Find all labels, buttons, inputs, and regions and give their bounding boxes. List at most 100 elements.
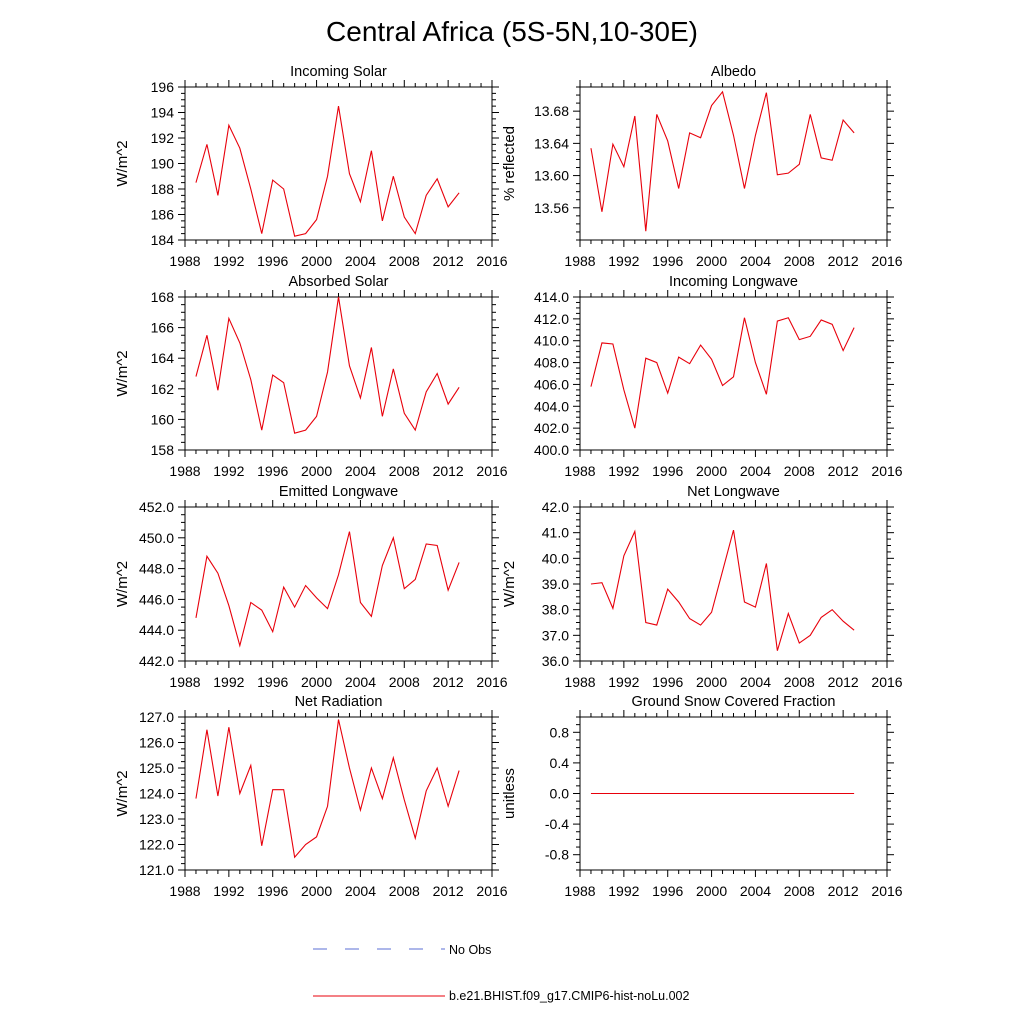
y-tick-label: 412.0 <box>534 311 569 327</box>
panels: Incoming Solar 1988 1992 1996 2000 2004 2008 20… <box>114 64 903 899</box>
x-tick-label: 2000 <box>696 674 727 690</box>
x-tick-label: 2008 <box>389 463 420 479</box>
panel-title: Albedo <box>711 64 756 80</box>
panel-title: Emitted Longwave <box>279 484 398 500</box>
x-tick-label: 2016 <box>871 674 902 690</box>
x-tick-label: 1992 <box>608 883 639 899</box>
chart-panel-2: Absorbed Solar 1988 1992 1996 2000 2004 2008 20… <box>114 274 508 479</box>
y-tick-label: 124.0 <box>139 786 174 802</box>
legend-label-model: b.e21.BHIST.f09_g17.CMIP6-hist-noLu.002 <box>449 989 689 1003</box>
y-tick-label: 184 <box>151 232 175 248</box>
x-tick-label: 2000 <box>696 463 727 479</box>
y-tick-label: 122.0 <box>139 837 174 853</box>
x-tick-label: 2012 <box>828 883 859 899</box>
y-tick-label: 446.0 <box>139 591 174 607</box>
x-tick-label: 2004 <box>740 674 771 690</box>
y-tick-label: 452.0 <box>139 499 174 515</box>
y-tick-label: 404.0 <box>534 398 569 414</box>
plot-frame <box>579 296 888 451</box>
x-tick-label: 2012 <box>433 883 464 899</box>
y-tick-label: 13.60 <box>534 168 569 184</box>
chart-panel-1: Albedo 1988 1992 1996 2000 2004 2008 2012 2016 13… <box>501 64 903 269</box>
y-tick-label: 127.0 <box>139 709 174 725</box>
x-tick-label: 1992 <box>213 883 244 899</box>
x-tick-label: 2012 <box>433 463 464 479</box>
y-tick-label: 41.0 <box>542 525 569 541</box>
x-tick-label: 2012 <box>433 253 464 269</box>
x-tick-label: 1992 <box>213 674 244 690</box>
y-axis-label: W/m^2 <box>114 561 131 607</box>
y-tick-label: 186 <box>151 207 175 223</box>
x-tick-label: 2000 <box>696 883 727 899</box>
plot-frame <box>579 86 888 241</box>
panel-title: Absorbed Solar <box>289 274 389 290</box>
x-tick-label: 2016 <box>476 253 507 269</box>
x-tick-label: 1996 <box>652 674 683 690</box>
x-tick-label: 1988 <box>564 674 595 690</box>
x-tick-label: 2012 <box>828 674 859 690</box>
x-tick-label: 2008 <box>784 253 815 269</box>
y-tick-label: 158 <box>151 442 175 458</box>
x-tick-label: 2004 <box>345 674 376 690</box>
legend-label-no-obs: No Obs <box>449 943 491 957</box>
x-tick-label: 2008 <box>389 253 420 269</box>
series-line-0 <box>590 529 855 651</box>
x-tick-label: 2000 <box>696 253 727 269</box>
x-tick-label: 2008 <box>784 674 815 690</box>
x-tick-label: 1992 <box>608 674 639 690</box>
x-tick-label: 2016 <box>476 463 507 479</box>
y-axis-label: W/m^2 <box>114 350 131 396</box>
series-line-0 <box>195 531 460 648</box>
chart-panel-4: Emitted Longwave 1988 1992 1996 2000 2004 2008… <box>114 484 508 690</box>
y-tick-label: 192 <box>151 130 175 146</box>
y-tick-label: 0.0 <box>550 786 570 802</box>
figure-title: Central Africa (5S-5N,10-30E) <box>326 16 698 47</box>
y-tick-label: 13.56 <box>534 200 569 216</box>
y-tick-label: 408.0 <box>534 355 569 371</box>
panel-title: Net Longwave <box>687 484 780 500</box>
series-line-0 <box>195 719 460 859</box>
legend: No Obs b.e21.BHIST.f09_g17.CMIP6-hist-no… <box>313 943 689 1003</box>
y-tick-label: 166 <box>151 320 175 336</box>
y-tick-label: 126.0 <box>139 735 174 751</box>
y-axis-label: unitless <box>501 768 518 819</box>
y-tick-label: 400.0 <box>534 442 569 458</box>
panel-title: Net Radiation <box>295 694 383 710</box>
y-axis-label: W/m^2 <box>501 561 518 607</box>
y-tick-label: 196 <box>151 79 175 95</box>
y-tick-label: 442.0 <box>139 653 174 669</box>
y-tick-label: 406.0 <box>534 376 569 392</box>
x-tick-label: 2008 <box>784 463 815 479</box>
panel-title: Incoming Longwave <box>669 274 798 290</box>
x-tick-label: 1992 <box>213 463 244 479</box>
y-tick-label: 444.0 <box>139 622 174 638</box>
x-tick-label: 2004 <box>740 883 771 899</box>
x-tick-label: 1992 <box>608 253 639 269</box>
y-tick-label: 42.0 <box>542 499 569 515</box>
y-tick-label: 0.8 <box>550 724 570 740</box>
plot-frame <box>184 86 493 241</box>
y-tick-label: 402.0 <box>534 420 569 436</box>
y-tick-label: 39.0 <box>542 576 569 592</box>
chart-panel-3: Incoming Longwave 1988 1992 1996 2000 2004 200… <box>534 274 903 479</box>
x-tick-label: 2008 <box>389 674 420 690</box>
y-tick-label: 38.0 <box>542 602 569 618</box>
x-tick-label: 1988 <box>564 463 595 479</box>
y-tick-label: 125.0 <box>139 760 174 776</box>
plot-frame <box>184 296 493 451</box>
y-tick-label: 450.0 <box>139 530 174 546</box>
x-tick-label: 1996 <box>257 883 288 899</box>
y-tick-label: 160 <box>151 411 175 427</box>
chart-panel-5: Net Longwave 1988 1992 1996 2000 2004 2008 2012… <box>501 484 903 690</box>
y-tick-label: 168 <box>151 289 175 305</box>
chart-panel-6: Net Radiation 1988 1992 1996 2000 2004 2008 201… <box>114 694 508 899</box>
y-tick-label: 164 <box>151 350 175 366</box>
x-tick-label: 1996 <box>257 253 288 269</box>
x-tick-label: 2000 <box>301 253 332 269</box>
y-tick-label: 123.0 <box>139 811 174 827</box>
y-tick-label: 448.0 <box>139 561 174 577</box>
x-tick-label: 2008 <box>784 883 815 899</box>
y-tick-label: 162 <box>151 381 175 397</box>
x-tick-label: 2016 <box>871 883 902 899</box>
x-tick-label: 1996 <box>652 253 683 269</box>
